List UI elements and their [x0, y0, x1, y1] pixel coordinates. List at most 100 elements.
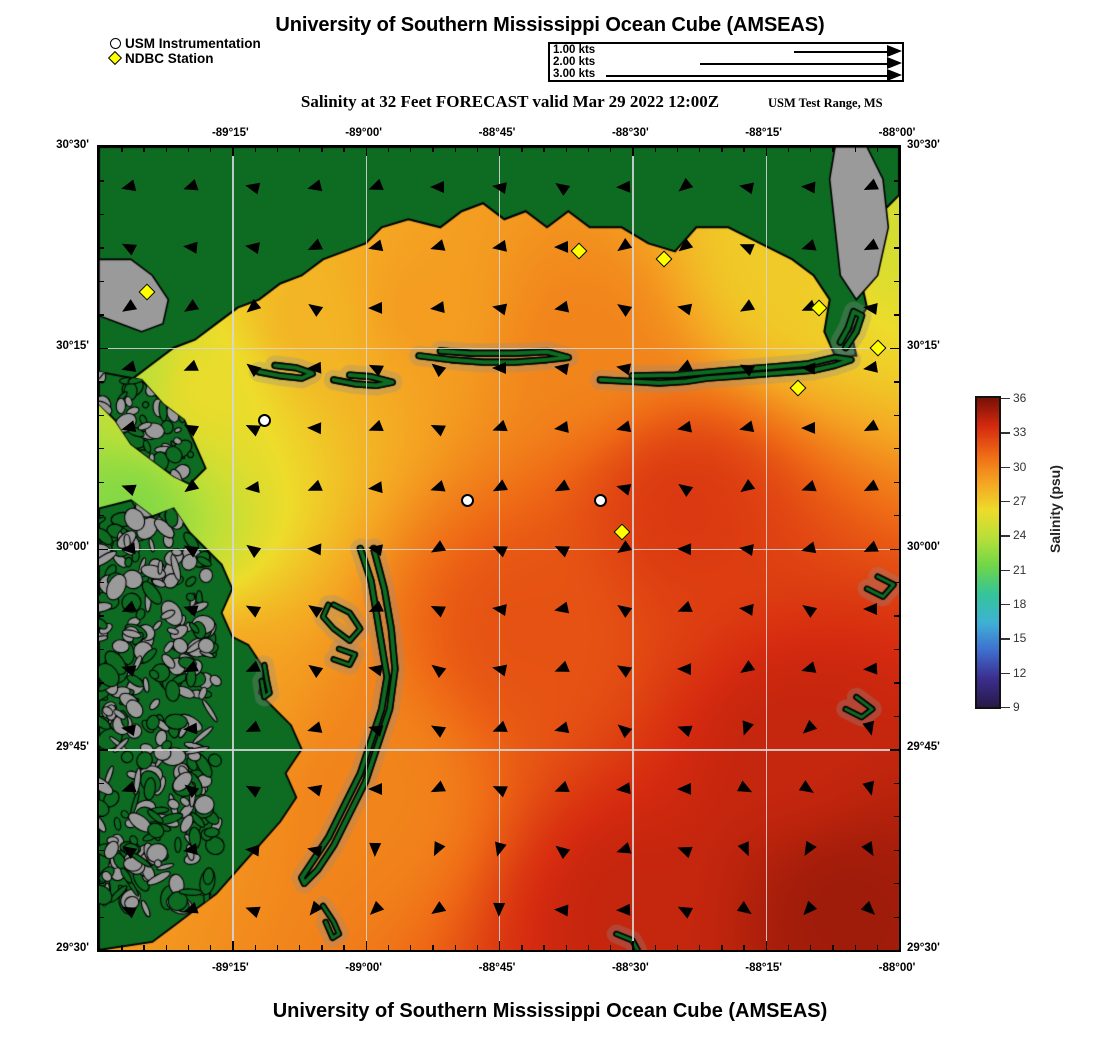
- current-vector-arrow: [491, 361, 507, 374]
- axis-tick-minor: [899, 945, 900, 950]
- axis-tick-minor: [810, 147, 812, 152]
- axis-tick-minor: [610, 147, 612, 152]
- y-axis-tick-label: 30°00': [56, 540, 89, 553]
- axis-tick-minor: [894, 414, 899, 416]
- current-vector-arrow: [306, 542, 322, 555]
- current-vector-arrow: [738, 601, 754, 616]
- current-vector-arrow: [120, 722, 137, 737]
- axis-tick-minor: [99, 147, 104, 149]
- axis-tick-minor: [343, 147, 345, 152]
- axis-tick-minor: [699, 945, 701, 950]
- axis-tick-minor: [894, 347, 899, 350]
- current-vector-arrow: [677, 783, 692, 796]
- axis-tick-minor: [587, 945, 590, 950]
- axis-tick-minor: [632, 945, 634, 950]
- current-vector-arrow: [306, 421, 321, 435]
- salinity-map-plot[interactable]: [97, 145, 901, 952]
- axis-tick-minor: [121, 147, 123, 152]
- axis-tick-major: [890, 950, 899, 951]
- axis-tick-minor: [654, 945, 656, 950]
- colorbar-tick-label: 30: [1013, 459, 1027, 474]
- current-vector-arrow: [800, 361, 816, 375]
- legend-label-ndbc-station: NDBC Station: [125, 51, 214, 66]
- current-vector-arrow: [367, 481, 384, 496]
- current-vector-arrow: [492, 902, 506, 917]
- current-vector-arrow: [553, 241, 568, 254]
- velocity-arrow-shaft-3: [606, 75, 888, 77]
- x-axis-tick-label: -88°45': [478, 962, 516, 974]
- axis-tick-minor: [587, 147, 590, 152]
- current-vector-arrow: [244, 481, 260, 496]
- axis-tick-minor: [254, 147, 256, 152]
- current-vector-arrow: [182, 240, 198, 255]
- colorbar-tick: [1001, 501, 1010, 503]
- velocity-scale-label-2: 2.00 kts: [553, 56, 597, 68]
- current-vector-arrow: [614, 360, 631, 376]
- axis-tick-minor: [521, 147, 523, 152]
- current-vector-arrow: [862, 662, 877, 676]
- colorbar-tick-label: 15: [1013, 631, 1027, 646]
- x-axis-tick-label: -88°30': [611, 127, 649, 139]
- colorbar-tick-label: 24: [1013, 528, 1027, 543]
- axis-tick-minor: [894, 481, 899, 483]
- axis-tick-minor: [610, 945, 612, 950]
- circle-marker-icon: [108, 36, 125, 51]
- axis-tick-minor: [99, 615, 104, 617]
- axis-tick-minor: [99, 749, 104, 751]
- colorbar-tick: [1001, 707, 1010, 709]
- current-vector-arrow: [800, 421, 815, 435]
- axis-tick-minor: [99, 883, 104, 885]
- current-vector-arrow: [614, 782, 631, 797]
- current-vector-arrow: [368, 301, 383, 314]
- axis-tick-minor: [99, 682, 104, 684]
- usm-instrumentation-marker[interactable]: [257, 413, 271, 427]
- axis-tick-minor: [432, 147, 434, 152]
- axis-tick-minor: [165, 147, 167, 152]
- axis-tick-minor: [543, 147, 545, 152]
- current-vector-arrow: [800, 180, 816, 194]
- colorbar-tick-label: 36: [1013, 391, 1027, 405]
- axis-tick-major: [99, 950, 108, 951]
- usm-instrumentation-marker[interactable]: [593, 493, 607, 507]
- current-vector-arrow: [861, 300, 878, 315]
- axis-tick-minor: [543, 945, 545, 950]
- axis-tick-minor: [476, 147, 479, 152]
- chart-subtitle: Salinity at 32 Feet FORECAST valid Mar 2…: [300, 92, 720, 111]
- colorbar-tick-label: 18: [1013, 597, 1027, 611]
- x-axis-tick-label: -89°00': [345, 962, 383, 974]
- axis-tick-minor: [454, 945, 456, 950]
- y-axis-tick-label: 30°15': [907, 339, 940, 352]
- axis-tick-minor: [387, 147, 390, 152]
- velocity-scale-row-3: 3.00 kts: [550, 68, 902, 81]
- x-axis-tick-label: -89°15': [211, 127, 249, 139]
- x-axis-tick-label: -88°00': [878, 127, 916, 139]
- axis-tick-minor: [632, 147, 634, 152]
- axis-tick-minor: [721, 147, 723, 152]
- axis-tick-minor: [99, 849, 104, 851]
- axis-tick-minor: [276, 945, 279, 950]
- axis-tick-minor: [894, 916, 899, 918]
- axis-tick-minor: [565, 945, 567, 950]
- axis-tick-minor: [99, 715, 104, 718]
- axis-tick-minor: [99, 548, 104, 550]
- current-vector-arrow: [861, 360, 878, 375]
- axis-tick-minor: [365, 945, 367, 950]
- axis-tick-minor: [210, 945, 212, 950]
- colorbar-tick-label: 27: [1013, 494, 1027, 508]
- y-axis-tick-label: 29°45': [56, 741, 89, 754]
- y-axis-tick-label: 29°45': [907, 741, 940, 754]
- axis-tick-minor: [232, 945, 234, 950]
- y-axis-tick-label: 29°30': [907, 942, 940, 954]
- axis-tick-minor: [743, 147, 745, 152]
- colorbar-tick-label: 21: [1013, 562, 1027, 577]
- axis-tick-minor: [765, 945, 767, 950]
- colorbar: 9 12 15 18 21 24 27 30 33 36: [975, 391, 1026, 714]
- axis-tick-minor: [765, 147, 767, 152]
- axis-tick-minor: [99, 314, 104, 316]
- axis-tick-minor: [99, 381, 104, 383]
- usm-instrumentation-marker[interactable]: [460, 493, 474, 507]
- axis-tick-minor: [894, 515, 899, 517]
- axis-tick-minor: [410, 147, 412, 152]
- axis-tick-minor: [565, 147, 567, 152]
- current-vector-arrow: [552, 300, 569, 315]
